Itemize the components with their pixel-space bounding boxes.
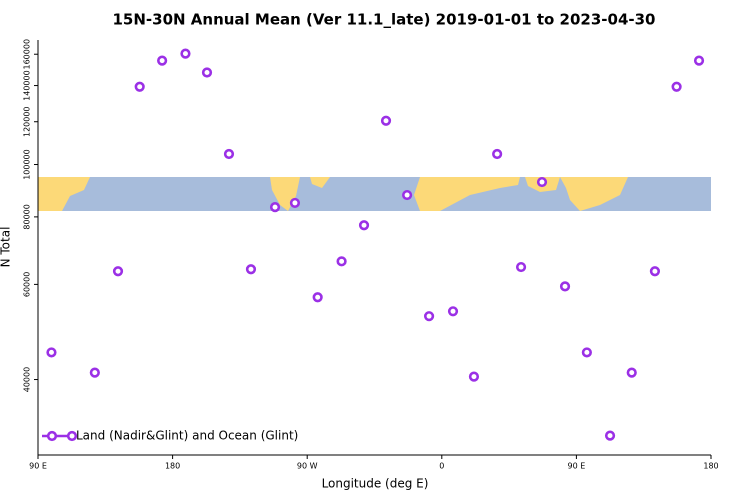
point	[604, 430, 616, 441]
y-tick-label: 160000	[23, 39, 32, 70]
map-background	[38, 177, 711, 211]
point	[649, 266, 661, 277]
x-tick-label: 180	[703, 462, 718, 471]
x-tick-label: 180	[165, 462, 180, 471]
point	[693, 55, 705, 66]
y-tick-label: 40000	[23, 367, 32, 392]
point	[89, 367, 100, 378]
point	[515, 261, 527, 273]
y-tick-label: 140000	[23, 70, 32, 101]
point	[423, 311, 435, 322]
y-tick-label: 100000	[23, 149, 32, 180]
point	[223, 148, 235, 160]
x-tick-label: 0	[439, 462, 444, 471]
point	[134, 81, 145, 92]
chart-title: 15N-30N Annual Mean (Ver 11.1_late) 2019…	[112, 11, 655, 29]
y-tick-label: 80000	[23, 204, 32, 229]
x-tick-label: 90 E	[29, 462, 47, 471]
point	[581, 347, 592, 358]
point	[180, 48, 191, 59]
x-tick-label: 90 W	[297, 462, 318, 471]
point	[380, 115, 392, 126]
point	[536, 176, 548, 188]
point	[492, 148, 503, 160]
y-tick-label: 120000	[23, 106, 32, 137]
y-tick-label: 60000	[23, 272, 32, 297]
point	[358, 220, 370, 231]
legend-label: Land (Nadir&Glint) and Ocean (Glint)	[76, 429, 298, 443]
point	[201, 67, 213, 78]
x-tick-label: 90 E	[568, 462, 586, 471]
y-axis-title: N Total	[0, 227, 13, 268]
point	[559, 281, 571, 292]
x-axis-title: Longitude (deg E)	[322, 477, 429, 491]
point	[112, 266, 124, 277]
legend-marker	[46, 430, 58, 442]
point	[289, 197, 301, 209]
point	[671, 81, 682, 92]
point	[157, 55, 168, 66]
point	[626, 367, 637, 378]
point	[402, 189, 413, 201]
point	[336, 256, 347, 267]
legend-marker	[66, 430, 78, 442]
point	[46, 347, 57, 358]
point	[269, 202, 281, 213]
point	[312, 292, 323, 303]
point	[447, 306, 459, 317]
point	[468, 371, 480, 382]
point	[245, 264, 257, 275]
